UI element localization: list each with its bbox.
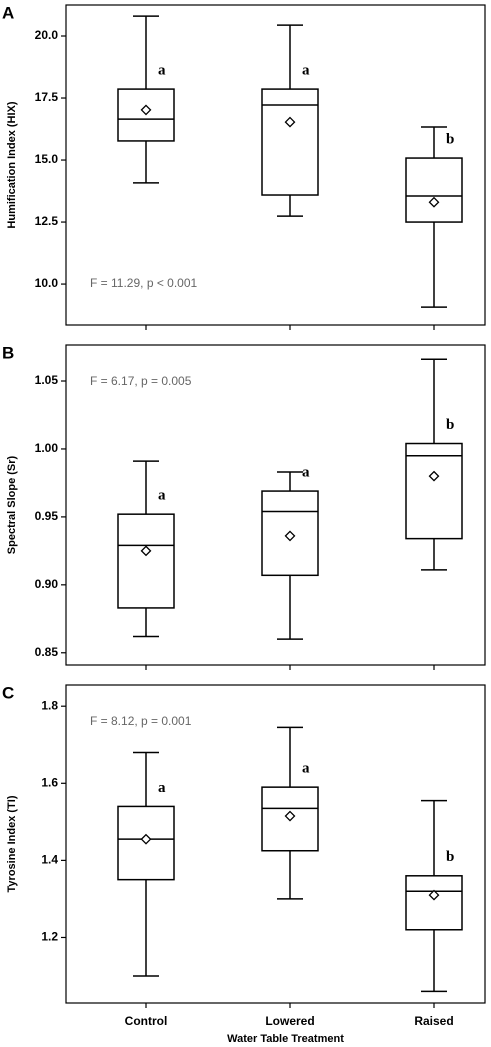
significance-letter: a: [158, 780, 166, 796]
mean-marker: [140, 104, 152, 116]
y-tick-label: 1.00: [35, 441, 59, 455]
y-tick-label: 20.0: [35, 28, 59, 42]
y-axis-title: Humification Index (HIX): [6, 101, 18, 228]
box: [117, 805, 175, 881]
y-tick-label: 1.6: [41, 775, 58, 789]
mean-marker: [428, 196, 440, 208]
significance-letter: a: [158, 63, 166, 79]
box: [405, 442, 463, 540]
plot-frame: [65, 684, 486, 1004]
y-axis-title: Spectral Slope (Sr): [6, 455, 18, 554]
y-axis-title: Tyrosine Index (TI): [6, 795, 18, 892]
mean-marker: [428, 889, 440, 901]
y-tick-label: 0.95: [35, 509, 59, 523]
mean-marker: [284, 810, 296, 822]
box: [117, 513, 175, 609]
plot-frame: [65, 4, 486, 326]
box: [405, 875, 463, 931]
x-tick-label: Control: [125, 1014, 168, 1028]
significance-letter: b: [446, 417, 454, 433]
mean-marker: [140, 545, 152, 557]
y-tick-label: 1.4: [41, 853, 58, 867]
y-tick-label: 0.85: [35, 645, 59, 659]
box: [261, 88, 319, 196]
plot-frame: [65, 344, 486, 666]
y-tick-label: 10.0: [35, 276, 59, 290]
mean-marker: [140, 833, 152, 845]
y-tick-label: 12.5: [35, 214, 59, 228]
significance-letter: a: [302, 465, 310, 481]
box: [405, 157, 463, 223]
mean-marker: [284, 116, 296, 128]
panel-label: C: [2, 683, 14, 702]
x-tick-label: Lowered: [265, 1014, 314, 1028]
y-tick-label: 1.2: [41, 930, 58, 944]
stat-annotation: F = 8.12, p = 0.001: [90, 714, 192, 728]
significance-letter: a: [302, 63, 310, 79]
y-tick-label: 17.5: [35, 90, 59, 104]
significance-letter: b: [446, 849, 454, 865]
y-tick-label: 0.90: [35, 577, 59, 591]
y-tick-label: 1.05: [35, 373, 59, 387]
x-tick-label: Raised: [414, 1014, 453, 1028]
x-axis-title: Water Table Treatment: [227, 1033, 344, 1045]
panel-label: B: [2, 343, 14, 362]
significance-letter: b: [446, 131, 454, 147]
stat-annotation: F = 11.29, p < 0.001: [90, 276, 198, 290]
significance-letter: a: [302, 761, 310, 777]
y-tick-label: 1.8: [41, 698, 58, 712]
stat-annotation: F = 6.17, p = 0.005: [90, 374, 192, 388]
panel-label: A: [2, 3, 14, 22]
mean-marker: [428, 470, 440, 482]
y-tick-label: 15.0: [35, 152, 59, 166]
mean-marker: [284, 530, 296, 542]
box: [261, 490, 319, 577]
significance-letter: a: [158, 488, 166, 504]
